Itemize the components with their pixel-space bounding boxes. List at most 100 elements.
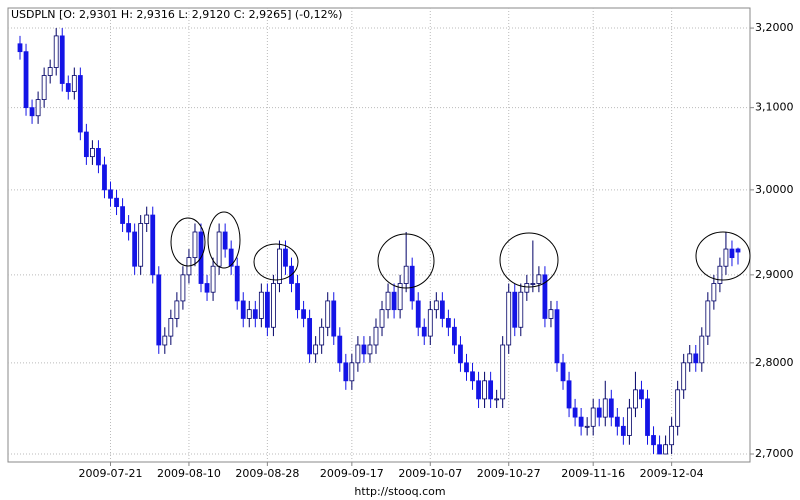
candle-body bbox=[542, 274, 548, 319]
candle-body bbox=[518, 291, 524, 328]
candle-body bbox=[180, 274, 186, 302]
candle-body bbox=[427, 309, 433, 337]
candle-body bbox=[192, 231, 198, 259]
candle-body bbox=[482, 380, 487, 400]
candle-body bbox=[415, 300, 421, 328]
candle-body bbox=[379, 309, 385, 328]
candle-body bbox=[506, 291, 512, 346]
candle-body bbox=[23, 51, 29, 109]
candle-body bbox=[494, 398, 500, 401]
candle-body bbox=[228, 248, 234, 267]
candle-body bbox=[458, 344, 463, 364]
candle-body bbox=[500, 344, 506, 400]
candle-body bbox=[35, 99, 41, 117]
candle-body bbox=[114, 197, 119, 208]
y-tick-label: 2,7000 bbox=[755, 447, 794, 460]
candle-body bbox=[711, 283, 717, 302]
candle-body bbox=[602, 398, 608, 418]
candle-body bbox=[204, 283, 210, 293]
candle-body bbox=[337, 335, 343, 364]
candle-body bbox=[355, 344, 361, 364]
candle-body bbox=[554, 309, 560, 364]
candle-body bbox=[578, 416, 584, 427]
y-tick-label: 3,1000 bbox=[755, 101, 794, 114]
candle-body bbox=[246, 309, 252, 319]
y-tick-label: 2,9000 bbox=[755, 268, 794, 281]
candle-body bbox=[476, 380, 481, 400]
candle-body bbox=[651, 435, 656, 446]
candle-body bbox=[729, 248, 735, 259]
candle-body bbox=[723, 248, 729, 267]
candle-body bbox=[705, 300, 711, 337]
candle-body bbox=[120, 206, 125, 224]
candle-body bbox=[367, 344, 373, 355]
candle-body bbox=[657, 444, 662, 455]
x-tick-label: 2009-09-17 bbox=[320, 467, 384, 480]
y-tick-label: 2,8000 bbox=[755, 356, 794, 369]
candle-body bbox=[319, 326, 325, 346]
candle-body bbox=[361, 344, 367, 355]
candle-body bbox=[717, 265, 723, 284]
candle-body bbox=[735, 248, 741, 253]
footer: http://stooq.com bbox=[354, 485, 445, 498]
candle-body bbox=[252, 309, 258, 319]
x-tick-label: 2009-11-16 bbox=[561, 467, 625, 480]
candle-body bbox=[403, 265, 409, 284]
candle-body bbox=[626, 407, 632, 436]
candle-body bbox=[325, 300, 331, 328]
chart-title: USDPLN [O: 2,9301 H: 2,9316 L: 2,9120 C:… bbox=[11, 8, 342, 21]
candle-body bbox=[421, 326, 427, 337]
candle-body bbox=[307, 318, 313, 355]
candle-body bbox=[59, 35, 65, 84]
candle-body bbox=[150, 214, 156, 276]
candle-body bbox=[693, 353, 699, 364]
annotation-circle bbox=[253, 243, 299, 281]
candle-body bbox=[596, 407, 602, 418]
candle-body bbox=[687, 353, 693, 364]
candle-body bbox=[301, 309, 306, 319]
candle-body bbox=[699, 335, 705, 364]
candle-body bbox=[264, 291, 270, 328]
candle-body bbox=[240, 300, 246, 319]
candle-body bbox=[560, 362, 566, 382]
annotation-circle bbox=[695, 231, 751, 281]
candle-body bbox=[663, 444, 668, 455]
candle-body bbox=[17, 43, 23, 53]
x-tick-label: 2009-08-28 bbox=[235, 467, 299, 480]
candle-body bbox=[608, 398, 614, 418]
candle-body bbox=[234, 265, 240, 302]
x-tick-label: 2009-07-21 bbox=[79, 467, 143, 480]
candle-body bbox=[90, 148, 95, 158]
annotation-circle bbox=[207, 211, 241, 269]
x-tick-label: 2009-10-27 bbox=[477, 467, 541, 480]
candle-body bbox=[295, 283, 300, 311]
candle-body bbox=[343, 362, 349, 382]
candle-body bbox=[96, 148, 101, 166]
candle-body bbox=[614, 416, 620, 427]
candle-body bbox=[445, 318, 451, 328]
candle-body bbox=[548, 309, 554, 319]
candle-body bbox=[313, 344, 319, 355]
candle-body bbox=[645, 398, 650, 436]
candle-body bbox=[530, 283, 536, 285]
candle-body bbox=[590, 407, 596, 427]
candle-body bbox=[108, 189, 113, 199]
x-tick-label: 2009-12-04 bbox=[640, 467, 704, 480]
candle-body bbox=[639, 389, 644, 400]
plot-frame bbox=[7, 7, 751, 463]
candle-body bbox=[102, 164, 107, 191]
annotation-circle bbox=[377, 233, 435, 289]
candle-body bbox=[210, 265, 216, 293]
candle-body bbox=[566, 380, 572, 409]
candle-body bbox=[83, 131, 89, 158]
candle-body bbox=[488, 380, 494, 400]
annotation-circle bbox=[499, 232, 559, 288]
candle-body bbox=[168, 318, 174, 337]
candle-body bbox=[71, 75, 77, 92]
x-tick-label: 2009-08-10 bbox=[157, 467, 221, 480]
y-tick-label: 3,0000 bbox=[755, 183, 794, 196]
candle-body bbox=[669, 425, 675, 446]
candle-body bbox=[439, 300, 445, 319]
candle-body bbox=[385, 291, 391, 311]
